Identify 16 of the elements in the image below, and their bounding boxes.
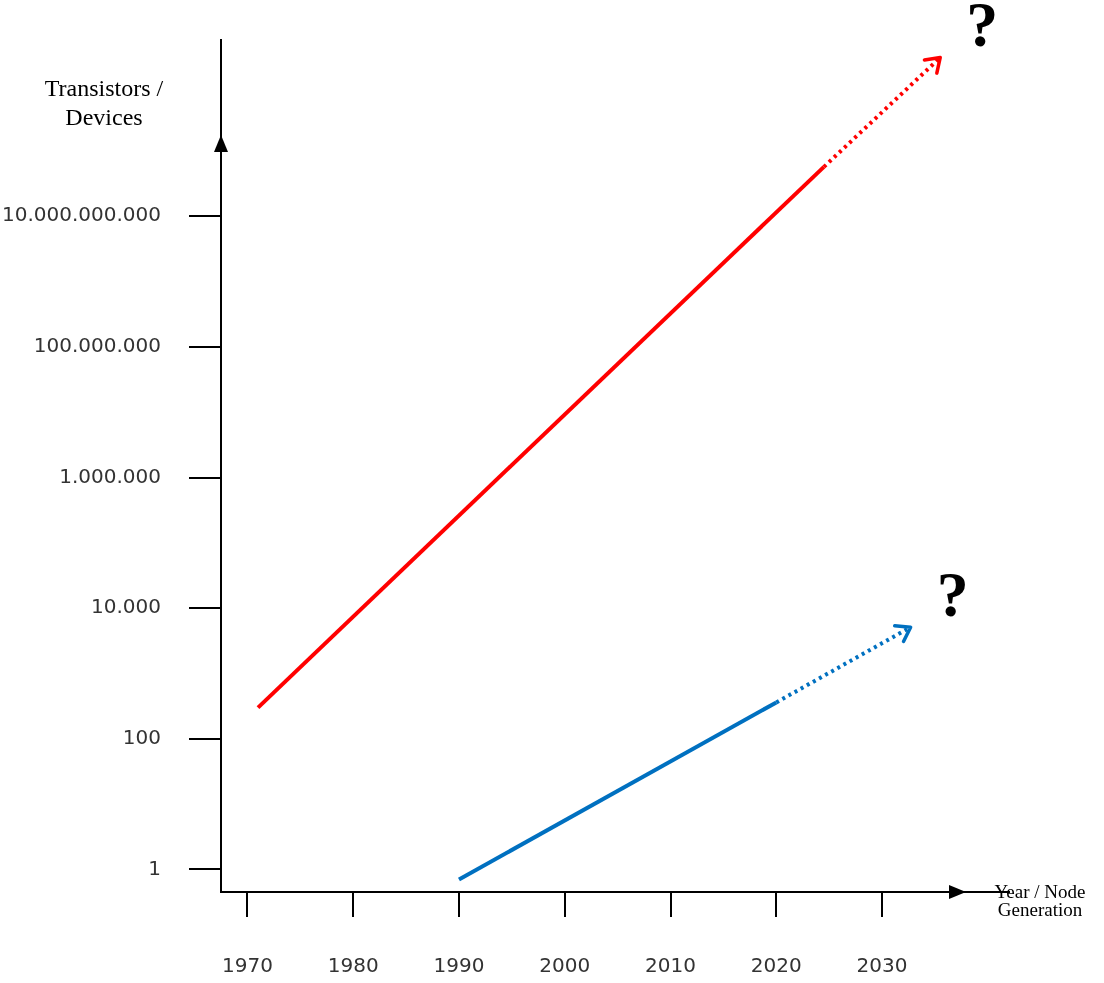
x-tick-label: 1980 (327, 953, 379, 978)
x-tick-label: 2000 (539, 953, 591, 978)
x-tick-label: 2030 (856, 953, 908, 978)
y-tick-label: 10.000.000.000 (1, 202, 161, 227)
y-tick-label: 1.000.000 (59, 463, 161, 488)
x-tick-label: 1990 (433, 953, 485, 978)
y-tick-label: 10.000 (91, 594, 161, 619)
x-tick-label: 1970 (221, 953, 273, 978)
y-tick-label: 1 (148, 855, 161, 880)
y-axis-title: Transistors / Devices (44, 75, 164, 130)
x-tick-label: 2010 (645, 953, 696, 978)
annotation: ? (936, 558, 969, 630)
x-tick-label: 2020 (750, 953, 802, 978)
annotation: ? (966, 0, 999, 61)
y-tick-label: 100.000.000 (33, 333, 161, 358)
y-tick-label: 100 (122, 724, 161, 749)
